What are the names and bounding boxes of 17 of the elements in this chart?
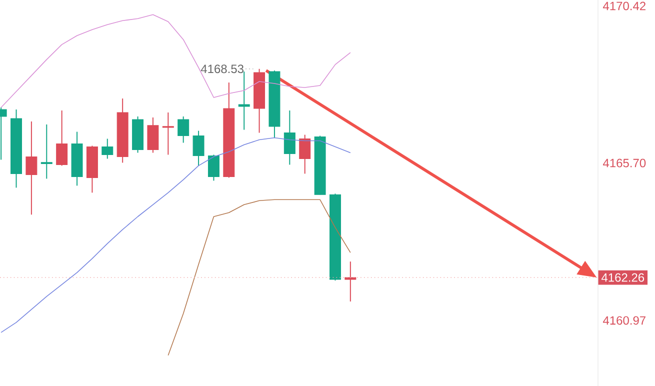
y-tick-label: 4165.70 — [602, 158, 646, 168]
y-tick-label: 4160.97 — [602, 316, 646, 325]
candlestick — [178, 116, 190, 144]
y-tick-label: 4170.42 — [602, 2, 646, 10]
candlestick — [299, 134, 311, 174]
candlestick — [26, 120, 38, 216]
candlestick — [284, 110, 296, 166]
annotation: 4168.53 — [200, 64, 244, 74]
candlestick — [192, 130, 204, 166]
ref-line-label: 4162.26 — [601, 273, 644, 282]
candlestick — [102, 138, 114, 160]
candlestick — [344, 261, 356, 302]
candlestick — [40, 124, 52, 180]
candlestick — [208, 154, 220, 182]
candlestick — [162, 112, 174, 156]
line-series — [0, 14, 351, 108]
candlestick — [56, 110, 68, 166]
